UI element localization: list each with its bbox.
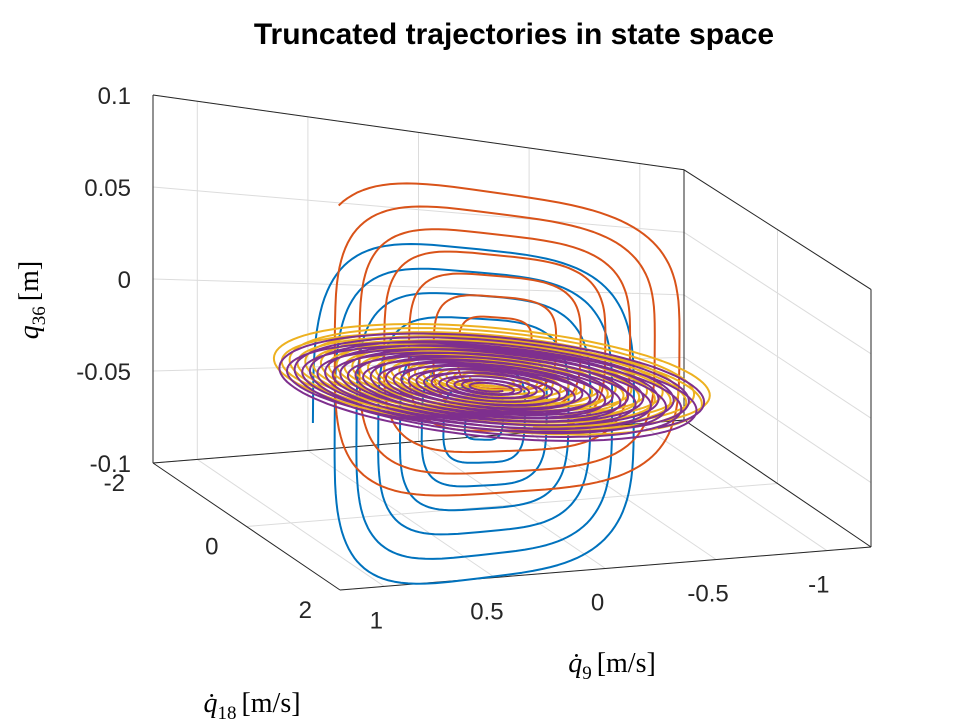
grid-line xyxy=(152,186,685,233)
axis-edge xyxy=(152,462,341,591)
series-group xyxy=(272,182,711,585)
axis-edge xyxy=(683,419,872,548)
grid-line xyxy=(152,278,685,296)
z-tick-label: -0.1 xyxy=(90,451,131,478)
x-tick-label: -0.5 xyxy=(687,581,728,608)
y-tick-label: 2 xyxy=(299,597,312,624)
axis-edge xyxy=(683,169,872,290)
x-tick-label: 0.5 xyxy=(470,599,503,626)
x-tick-label: 0 xyxy=(591,590,604,617)
grid-line xyxy=(683,294,872,419)
y-tick-label: 0 xyxy=(205,534,218,561)
x-tick-label: 1 xyxy=(370,607,383,634)
y-axis-label: q̇18 [m/s] xyxy=(203,688,300,724)
grid-line xyxy=(246,483,778,527)
grid-line xyxy=(683,231,872,355)
chart-title: Truncated trajectories in state space xyxy=(254,18,774,51)
x-tick-label: -1 xyxy=(808,572,829,599)
tick-labels: 0.1 0.05 0 -0.05 -0.1 1 0.5 0 -0.5 -1 -2 0 2 xyxy=(76,83,829,634)
grid-line xyxy=(683,356,872,484)
y-tick-label: -2 xyxy=(104,470,125,497)
z-tick-label: 0.1 xyxy=(98,83,131,110)
series-line xyxy=(278,332,706,442)
z-tick-label: 0 xyxy=(118,267,131,294)
x-axis-label: q̇9 [m/s] xyxy=(568,648,656,684)
z-tick-label: -0.05 xyxy=(76,359,131,386)
z-tick-label: 0.05 xyxy=(84,175,131,202)
axis-edge xyxy=(152,94,685,171)
z-axis-label: q36[m] xyxy=(14,261,50,339)
